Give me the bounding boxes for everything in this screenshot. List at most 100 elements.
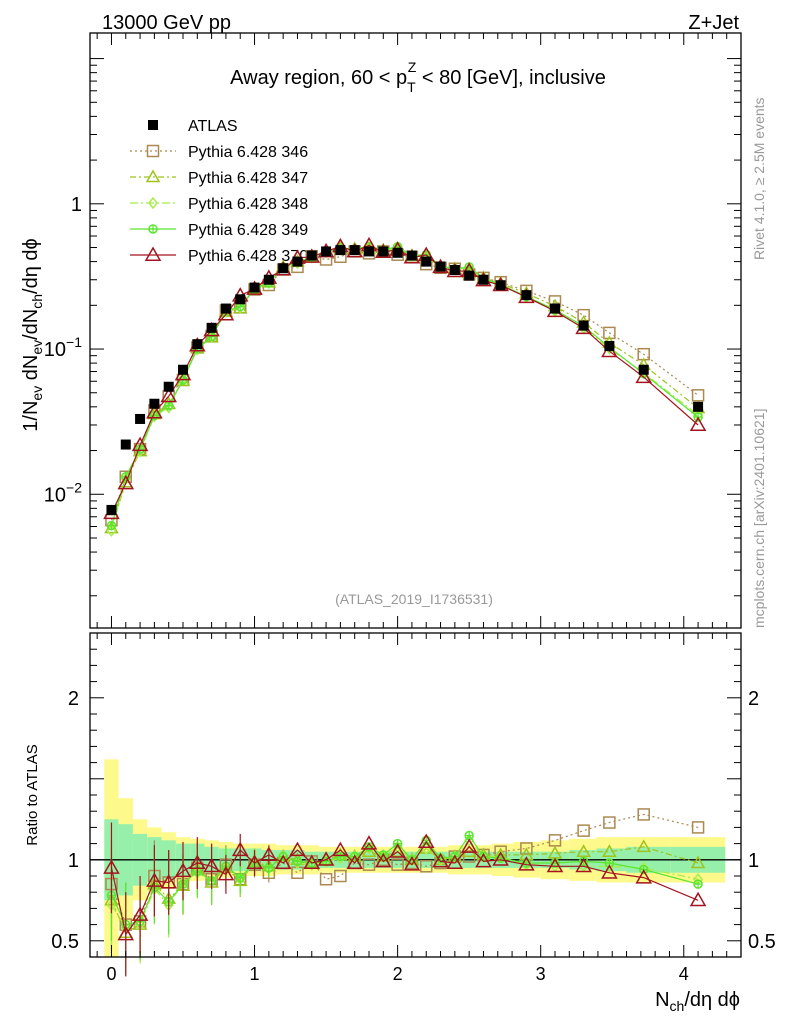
ratio-point-4-0 [103, 859, 120, 874]
ratio-point-2-31 [604, 860, 615, 873]
data-point-32 [638, 364, 649, 375]
ratio-point-4-15 [317, 851, 335, 866]
ratio-point-4-1 [117, 925, 135, 941]
ratio-point-4-7 [203, 857, 220, 873]
main-point-3-4-cross [164, 401, 173, 410]
main-point-4-3 [146, 404, 163, 419]
ratio-point-4-23 [432, 852, 449, 868]
ratio-point-2-12 [278, 850, 289, 863]
data-point-20 [392, 247, 403, 258]
data-point-19 [378, 246, 389, 257]
ratio-point-3-9-cross [236, 873, 245, 882]
ratio-point-4-27 [492, 851, 509, 866]
ratio-axes: 0 1 2 3 4 0.5 0.5 1 1 2 2 [51, 632, 776, 984]
ratio-point-4-16 [332, 841, 349, 857]
legend-marker-4 [148, 224, 158, 234]
legend-label-4: Pythia 6.428 349 [188, 222, 308, 239]
main-axes: 10−2 10−1 1 [44, 32, 742, 629]
ratio-point-4-8 [217, 865, 235, 881]
legend-marker-0 [148, 120, 158, 130]
y-axis-label: 1/Nev dNev/dNch/dη dϕ [20, 238, 45, 431]
legend-entry-0: ATLAS [148, 118, 238, 135]
data-point-18 [364, 246, 374, 257]
ratio-point-3-33-cross [694, 880, 703, 889]
energy-label: 13000 GeV pp [102, 12, 231, 34]
data-point-30 [578, 320, 589, 331]
ratio-point-4-28 [518, 856, 535, 871]
ratio-tick-label-right: 1 [748, 850, 759, 872]
main-point-3-7-cross [207, 332, 216, 341]
ratio-point-4-9 [231, 841, 249, 857]
y-tick-label: 10−1 [44, 334, 82, 361]
rivet-version-label: Rivet 4.1.0, ≥ 2.5M events [751, 97, 767, 260]
ratio-point-0-18 [362, 858, 376, 871]
ratio-point-1-32 [636, 839, 652, 853]
ratio-point-4-17 [346, 854, 363, 870]
data-point-31 [604, 340, 615, 351]
ratio-point-0-32 [637, 808, 650, 821]
data-point-0 [106, 504, 117, 515]
main-point-2-9 [235, 301, 246, 314]
data-point-2 [135, 413, 146, 424]
main-point-4-4 [160, 387, 177, 403]
plot-title: Away region, 60 < pTZ < 80 [GeV], inclus… [230, 59, 606, 95]
legend-entry-3: Pythia 6.428 348 [130, 196, 308, 213]
legend-marker-3 [148, 196, 158, 210]
main-panel: Away region, 60 < pTZ < 80 [GeV], inclus… [44, 32, 742, 629]
ratio-point-4-10 [246, 854, 263, 870]
ratio-point-3-9 [235, 872, 245, 883]
ratio-point-4-4 [160, 873, 177, 889]
ratio-point-0-28 [520, 842, 533, 855]
data-point-24 [449, 265, 460, 276]
mcplots-label: mcplots.cern.ch [arXiv:2401.10621] [751, 409, 767, 628]
data-point-10 [249, 282, 260, 293]
analysis-watermark: (ATLAS_2019_I1736531) [335, 591, 493, 607]
ratio-point-1-33 [690, 855, 706, 869]
ratio-point-2-15 [321, 855, 332, 868]
ratio-tick-label: 1 [68, 850, 79, 872]
ratio-point-4-11 [260, 846, 278, 861]
ratio-point-4-21 [403, 856, 421, 871]
data-point-8 [220, 303, 231, 314]
legend-entry-5: Pythia 6.428 370 [130, 246, 308, 265]
data-point-16 [335, 245, 346, 256]
ratio-point-4-19 [375, 852, 392, 868]
data-point-25 [464, 270, 475, 281]
data-point-15 [321, 246, 332, 257]
main-point-0-31 [603, 326, 616, 340]
ratio-point-3-11 [264, 863, 274, 873]
y-tick-label: 1 [71, 194, 82, 216]
ratio-point-4-33 [689, 891, 707, 907]
ratio-point-4-2 [131, 906, 149, 921]
x-tick-label: 2 [393, 964, 403, 984]
ratio-point-4-20 [389, 843, 406, 858]
ratio-point-3-13-cross [293, 857, 302, 866]
data-point-7 [206, 322, 217, 333]
ratio-tick-label: 2 [68, 688, 79, 710]
main-marks [103, 236, 707, 537]
ratio-tick-label-right: 2 [748, 688, 759, 710]
data-point-28 [521, 290, 532, 301]
process-label: Z+Jet [688, 12, 739, 34]
ratio-point-4-6 [189, 854, 206, 870]
ratio-point-4-26 [475, 852, 492, 868]
legend: ATLAS Pythia 6.428 346 Pythia 6.428 347 Pyt… [130, 118, 308, 265]
legend-entry-2: Pythia 6.428 347 [130, 169, 308, 187]
main-point-2-3 [149, 410, 160, 423]
legend-marker-5 [144, 246, 162, 261]
data-point-3 [149, 398, 160, 409]
data-point-21 [406, 250, 417, 261]
x-tick-label: 3 [536, 964, 546, 984]
ratio-marks [90, 759, 741, 977]
data-point-13 [292, 256, 303, 267]
data-point-17 [349, 245, 360, 256]
ratio-panel: 0 1 2 3 4 0.5 0.5 1 1 2 2 [51, 632, 776, 984]
main-point-4-32 [635, 368, 653, 384]
ratio-point-0-22 [419, 860, 433, 873]
data-point-11 [263, 274, 274, 285]
main-series-line-4 [110, 244, 699, 514]
main-point-3-0 [106, 520, 117, 531]
data-point-22 [421, 256, 432, 267]
x-axis-label: Nch/dη dϕ [655, 989, 740, 1014]
